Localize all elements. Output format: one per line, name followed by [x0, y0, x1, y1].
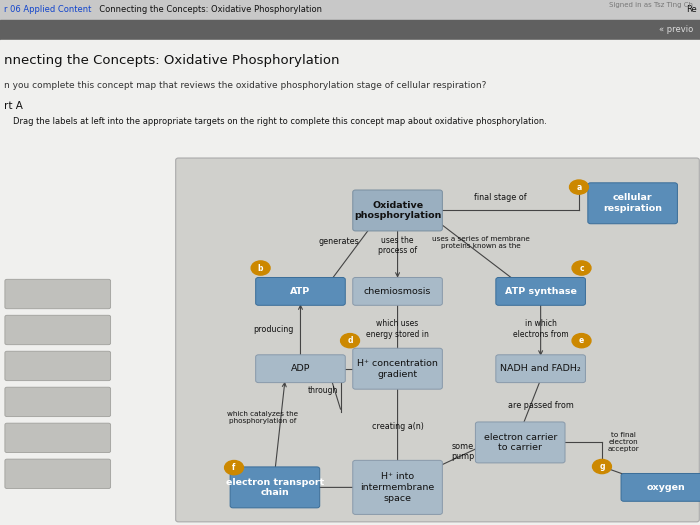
FancyBboxPatch shape: [496, 355, 585, 383]
Text: r 06 Applied Content: r 06 Applied Content: [4, 5, 91, 15]
Circle shape: [225, 460, 244, 475]
Text: uses a series of membrane
proteins known as the: uses a series of membrane proteins known…: [432, 236, 530, 249]
Text: c: c: [579, 264, 584, 272]
FancyBboxPatch shape: [5, 351, 111, 381]
Text: Connecting the Concepts: Oxidative Phosphorylation: Connecting the Concepts: Oxidative Phosp…: [94, 5, 323, 15]
Text: Oxidative
phosphorylation: Oxidative phosphorylation: [354, 201, 441, 220]
Text: NADH and FADH₂: NADH and FADH₂: [500, 364, 581, 373]
Circle shape: [592, 459, 611, 474]
Text: chemiosmosis: chemiosmosis: [364, 287, 431, 296]
Circle shape: [341, 333, 360, 348]
Text: n you complete this concept map that reviews the oxidative phosphorylation stage: n you complete this concept map that rev…: [4, 81, 486, 90]
FancyBboxPatch shape: [176, 158, 699, 522]
FancyBboxPatch shape: [353, 460, 442, 514]
Text: Re: Re: [686, 5, 696, 15]
Circle shape: [570, 180, 589, 194]
FancyBboxPatch shape: [353, 278, 442, 306]
Text: ADP: ADP: [290, 364, 310, 373]
FancyBboxPatch shape: [5, 279, 111, 309]
Text: Signed in as Tsz Ting Ch: Signed in as Tsz Ting Ch: [609, 2, 693, 8]
Text: drives H⁺
through: drives H⁺ through: [304, 375, 340, 395]
Text: nnecting the Concepts: Oxidative Phosphorylation: nnecting the Concepts: Oxidative Phospho…: [4, 55, 339, 67]
FancyBboxPatch shape: [475, 422, 565, 463]
FancyBboxPatch shape: [5, 387, 111, 417]
FancyBboxPatch shape: [256, 278, 345, 306]
Text: to final
electron
acceptor: to final electron acceptor: [608, 433, 639, 453]
Text: cellular
respiration: cellular respiration: [603, 193, 662, 213]
Text: which uses
energy stored in: which uses energy stored in: [366, 319, 429, 339]
FancyBboxPatch shape: [353, 348, 442, 389]
Text: final stage of: final stage of: [475, 193, 527, 202]
Text: are passed from: are passed from: [508, 401, 573, 410]
FancyBboxPatch shape: [353, 190, 442, 231]
Text: ATP synthase: ATP synthase: [505, 287, 577, 296]
Text: H⁺ into
intermembrane
space: H⁺ into intermembrane space: [360, 472, 435, 502]
Text: ATP: ATP: [290, 287, 311, 296]
Text: producing: producing: [253, 326, 294, 334]
Text: generates: generates: [318, 237, 359, 246]
Text: in which
electrons from: in which electrons from: [513, 319, 568, 339]
Circle shape: [251, 261, 270, 275]
Text: a: a: [576, 183, 582, 192]
Text: H⁺ concentration
gradient: H⁺ concentration gradient: [357, 359, 438, 379]
Text: which catalyzes the
phosphorylation of: which catalyzes the phosphorylation of: [227, 411, 298, 424]
Text: g: g: [599, 462, 605, 471]
Text: b: b: [258, 264, 263, 272]
FancyBboxPatch shape: [621, 474, 700, 501]
Text: f: f: [232, 463, 236, 472]
Text: oxygen: oxygen: [647, 483, 685, 492]
Text: some
pump: some pump: [452, 442, 475, 461]
Text: e: e: [579, 336, 584, 345]
Text: rt A: rt A: [4, 100, 22, 111]
Text: Drag the labels at left into the appropriate targets on the right to complete th: Drag the labels at left into the appropr…: [13, 117, 547, 126]
FancyBboxPatch shape: [588, 183, 678, 224]
FancyBboxPatch shape: [256, 355, 345, 383]
FancyBboxPatch shape: [5, 423, 111, 453]
Circle shape: [572, 333, 591, 348]
Text: electron carrier
to carrier: electron carrier to carrier: [484, 433, 557, 453]
Text: d: d: [347, 336, 353, 345]
Bar: [0, 0, 700, 20]
Text: electron transport
chain: electron transport chain: [226, 478, 324, 497]
FancyBboxPatch shape: [5, 316, 111, 345]
FancyBboxPatch shape: [496, 278, 585, 306]
FancyBboxPatch shape: [5, 459, 111, 489]
Bar: [0, 20, 700, 40]
Text: « previo: « previo: [659, 25, 693, 35]
Text: uses the
process of: uses the process of: [378, 236, 417, 256]
FancyBboxPatch shape: [230, 467, 320, 508]
Text: creating a(n): creating a(n): [372, 422, 424, 430]
Circle shape: [572, 261, 591, 275]
